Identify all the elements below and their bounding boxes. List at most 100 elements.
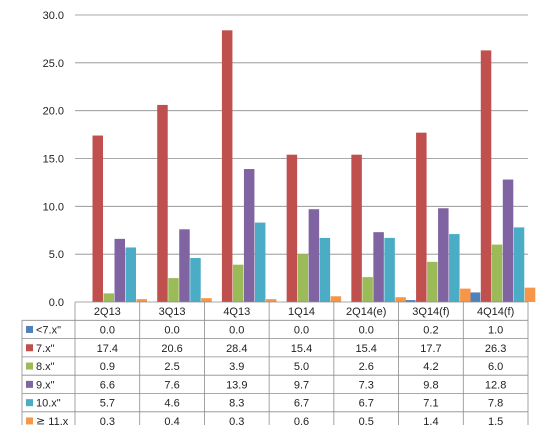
axes: 0.0 5.0 10.0 15.0 20.0 25.0 30.0 [43, 10, 64, 309]
bar [469, 292, 481, 302]
legend-key [26, 417, 33, 425]
legend-key [26, 399, 33, 407]
data-label: 5.0 [294, 361, 309, 373]
x-tick-label: 3Q13 [159, 306, 186, 318]
legend-label: 9.x" [36, 379, 55, 391]
data-label: 9.8 [423, 379, 438, 391]
y-tick-label: 0.0 [49, 297, 64, 309]
bar [427, 261, 438, 302]
bar [405, 300, 416, 302]
data-label: 0.0 [359, 324, 374, 336]
data-label: 1.4 [423, 416, 438, 425]
x-tick-label: 4Q13 [223, 306, 250, 318]
y-tick-label: 10.0 [43, 201, 64, 213]
bar [265, 299, 277, 302]
bar [157, 104, 168, 302]
data-label: 6.0 [488, 361, 503, 373]
data-label: 7.6 [164, 379, 179, 391]
x-tick-label: 1Q14 [288, 306, 315, 318]
legend-key [26, 325, 33, 333]
data-label: 15.4 [356, 343, 377, 355]
y-tick-label: 20.0 [43, 106, 64, 118]
data-label: 4.2 [423, 361, 438, 373]
bar [179, 229, 190, 302]
data-label: 13.9 [226, 379, 247, 391]
bar [308, 209, 320, 302]
data-label: 3.9 [229, 361, 244, 373]
data-label: 0.3 [229, 416, 244, 425]
bar [351, 154, 362, 302]
gridlines [75, 14, 528, 255]
bar [449, 234, 460, 302]
bar [103, 293, 114, 302]
data-label: 0.5 [359, 416, 374, 425]
bar [384, 237, 395, 302]
data-label: 12.8 [485, 379, 506, 391]
bar [168, 278, 179, 302]
data-label: 6.7 [294, 398, 309, 410]
data-label: 17.4 [97, 343, 118, 355]
bar [416, 132, 427, 302]
bar [114, 238, 125, 302]
legend-label: 7.x" [36, 343, 55, 355]
bar [502, 179, 514, 302]
bar [513, 227, 525, 302]
legend-label: 10.x" [36, 398, 61, 410]
bar [362, 277, 373, 302]
data-label: 1.5 [488, 416, 503, 425]
data-label: 5.7 [100, 398, 115, 410]
data-label: 0.2 [423, 324, 438, 336]
bar [330, 296, 342, 302]
bar [254, 222, 266, 302]
data-label: 0.0 [164, 324, 179, 336]
x-tick-label: 3Q14(f) [412, 306, 449, 318]
data-label: 17.7 [420, 343, 441, 355]
data-label: 7.3 [359, 379, 374, 391]
bars [92, 30, 536, 302]
bar [395, 297, 406, 302]
data-label: 2.5 [164, 361, 179, 373]
bar [373, 232, 384, 302]
data-label: 0.0 [229, 324, 244, 336]
data-label: 2.6 [359, 361, 374, 373]
data-label: 20.6 [161, 343, 182, 355]
bar [491, 244, 503, 302]
bar [232, 264, 244, 302]
legend-label: 8.x" [36, 361, 55, 373]
bar [92, 135, 103, 302]
bar [221, 30, 233, 302]
bar [524, 287, 536, 302]
data-label: 0.0 [294, 324, 309, 336]
y-tick-label: 30.0 [43, 10, 64, 22]
data-table: 2Q13 3Q13 4Q13 1Q14 2Q14(e) 3Q14(f) 4Q14(f) <7.… [21, 301, 529, 425]
data-label: 1.0 [488, 324, 503, 336]
data-label: 0.6 [294, 416, 309, 425]
data-label: 6.6 [100, 379, 115, 391]
legend-key [26, 362, 33, 370]
bar [201, 298, 212, 302]
y-tick-label: 15.0 [43, 154, 64, 166]
data-label: 28.4 [226, 343, 247, 355]
y-tick-label: 25.0 [43, 58, 64, 70]
legend-key [26, 380, 33, 388]
data-label: 7.1 [423, 398, 438, 410]
legend-label: <7.x" [36, 324, 61, 336]
bar [136, 299, 147, 302]
data-label: 0.0 [100, 324, 115, 336]
bar [319, 237, 331, 302]
bar [243, 169, 255, 302]
data-label: 15.4 [291, 343, 312, 355]
data-label: 7.8 [488, 398, 503, 410]
data-label: 8.3 [229, 398, 244, 410]
data-label: 6.7 [359, 398, 374, 410]
bar [480, 50, 492, 302]
x-tick-label: 2Q14(e) [346, 306, 386, 318]
x-tick-label: 2Q13 [94, 306, 121, 318]
x-tick-label: 4Q14(f) [477, 306, 514, 318]
bar [190, 257, 201, 302]
data-label: 26.3 [485, 343, 506, 355]
bar [460, 288, 471, 302]
data-label: 4.6 [164, 398, 179, 410]
data-label: 0.4 [164, 416, 179, 425]
